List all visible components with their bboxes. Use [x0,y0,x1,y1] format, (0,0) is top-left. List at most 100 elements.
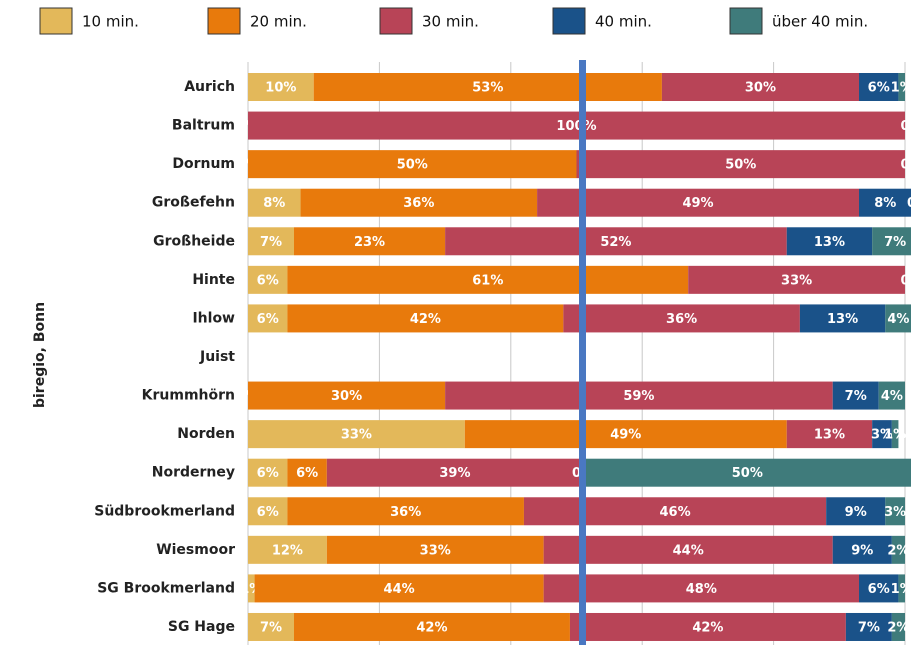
data-label: 36% [403,196,434,211]
data-label: 36% [666,312,697,327]
legend-label: 30 min. [422,13,479,31]
data-label: 13% [814,235,845,250]
data-label: 10% [265,81,296,96]
bar-segment [464,420,787,449]
data-label: 8% [874,196,896,211]
data-label: 44% [384,582,415,597]
bar-segment [248,381,446,410]
data-label: 59% [623,389,654,404]
bar-segment [786,227,873,256]
data-label: 6% [868,582,890,597]
bar-segment [583,458,911,487]
data-label: 9% [845,505,867,520]
category-label: Krummhörn [142,388,235,404]
bar-segment [826,497,886,526]
bar-segment [898,73,905,101]
bar-segment [859,574,899,603]
data-label: 6% [257,505,279,520]
data-label: 6% [257,273,279,288]
category-label: Baltrum [172,118,235,134]
data-label: 30% [331,389,362,404]
bar-segment [832,535,892,564]
bar-segment [248,458,288,487]
bar-segment [898,574,905,603]
bar-segment [287,497,524,526]
data-label: 3% [884,505,906,520]
category-label: SG Hage [168,619,235,635]
bar-segment [786,420,873,449]
bar-segment [872,227,911,256]
category-label: Großheide [153,233,235,249]
category-label: Norderney [152,465,235,481]
category-label: Wiesmoor [156,542,235,558]
data-label: 61% [472,273,503,288]
bar-segment [248,535,327,564]
data-label: 4% [881,389,903,404]
category-label: Südbrookmerland [94,503,235,519]
category-label: Dornum [172,156,235,172]
data-label: 36% [390,505,421,520]
data-label: 39% [439,466,470,481]
bar-segment [326,535,544,564]
legend-label: 40 min. [595,13,652,31]
bar-segment [885,304,911,333]
bar-segment [287,458,327,487]
data-label: 2% [887,543,909,558]
bar-segment [569,612,846,641]
bar-segment [326,458,584,487]
data-label: 12% [272,543,303,558]
bar-segment [248,188,301,217]
data-label: 6% [296,466,318,481]
data-label: 7% [858,620,880,635]
data-label: 42% [416,620,447,635]
data-label: 6% [868,81,890,96]
data-label: 50% [397,158,428,173]
data-label: 1% [891,582,911,597]
bar-segment [287,265,689,294]
data-label: 1% [891,81,911,96]
data-label: 7% [845,389,867,404]
bar-segment [248,150,577,179]
data-label: 8% [263,196,285,211]
data-label: 7% [884,235,906,250]
data-label: 42% [692,620,723,635]
data-label: 100% [556,119,596,134]
bar-segment [445,227,787,256]
data-label: 7% [260,620,282,635]
legend-label: 10 min. [82,13,139,31]
legend-label: 20 min. [250,13,307,31]
bar-segment [872,420,892,449]
bar-segment [248,227,294,256]
bar-segment [891,535,905,564]
bar-segment [248,304,288,333]
bar-segment [563,304,800,333]
category-label: SG Brookmerland [97,580,235,596]
data-label: 30% [745,81,776,96]
bar-segment [543,574,860,603]
data-label: 4% [887,312,909,327]
bar-segment [293,227,446,256]
bar-segment [576,150,905,179]
data-label: 42% [410,312,441,327]
bar-segment [523,497,827,526]
legend-swatch [207,7,241,35]
data-label: 50% [725,158,756,173]
data-label: 49% [682,196,713,211]
data-label: 23% [354,235,385,250]
data-label: 13% [814,428,845,443]
data-label: 0 [900,158,909,173]
data-label: 33% [341,428,372,443]
bar-segment [313,73,662,101]
data-label: 33% [420,543,451,558]
category-label: Juist [199,349,235,365]
bar-segment [254,574,544,603]
bar-segment [891,420,899,449]
data-label: 48% [686,582,717,597]
data-label: 6% [257,466,279,481]
y-axis-label: biregio, Bonn [32,302,48,408]
legend-swatch [39,7,73,35]
data-label: 2% [887,620,909,635]
bar-segment [832,381,879,410]
bar-segment [799,304,886,333]
